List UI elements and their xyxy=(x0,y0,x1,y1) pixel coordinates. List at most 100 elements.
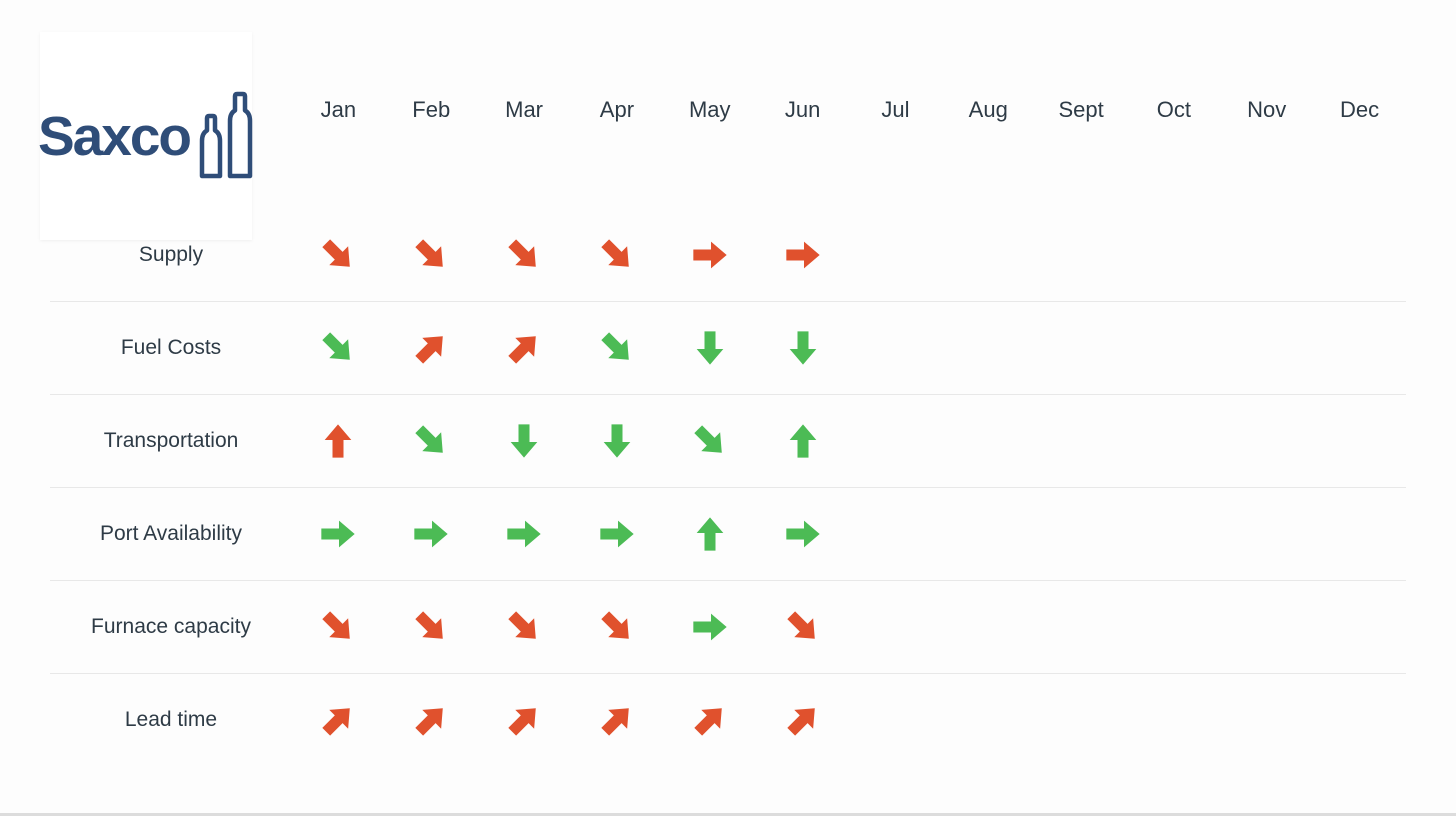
trend-cell-furnace-capacity-mar xyxy=(478,581,571,673)
row-label-port-availability: Port Availability xyxy=(99,522,243,545)
up-right-arrow-icon xyxy=(786,708,815,736)
trend-cell-lead-time-apr xyxy=(571,674,664,766)
trend-cell-transportation-feb xyxy=(385,395,478,487)
down-arrow-icon xyxy=(789,331,816,365)
down-arrow-icon xyxy=(510,424,538,458)
month-header-jul: Jul xyxy=(881,96,910,122)
table-row-furnace-capacity: Furnace capacity xyxy=(50,580,1406,673)
trend-cell-furnace-capacity-feb xyxy=(385,581,478,673)
trend-cell-fuel-costs-feb xyxy=(385,302,478,394)
trend-cell-port-availability-mar xyxy=(478,488,571,580)
trend-cell-lead-time-sept xyxy=(1035,674,1128,766)
down-right-arrow-icon xyxy=(322,332,351,360)
trend-cell-port-availability-sept xyxy=(1035,488,1128,580)
trend-cell-lead-time-jan xyxy=(292,674,385,766)
trend-cell-supply-apr xyxy=(571,209,664,301)
table-row-port-availability: Port Availability xyxy=(50,487,1406,580)
up-right-arrow-icon xyxy=(508,336,536,364)
row-label-transportation: Transportation xyxy=(103,429,239,452)
trend-cell-port-availability-aug xyxy=(942,488,1035,580)
down-right-arrow-icon xyxy=(601,332,629,360)
trend-cell-fuel-costs-mar xyxy=(478,302,571,394)
trend-table: Jan Feb Mar Apr May Jun Jul Aug Sept Oct Nov Dec Su… xyxy=(50,0,1406,766)
trend-cell-furnace-capacity-apr xyxy=(571,581,664,673)
trend-cell-furnace-capacity-dec xyxy=(1313,581,1406,673)
up-arrow-icon xyxy=(789,424,816,458)
down-right-arrow-icon xyxy=(508,611,536,639)
table-row-supply: Supply xyxy=(50,209,1406,301)
trend-cell-supply-oct xyxy=(1128,209,1221,301)
table-row-transportation: Transportation xyxy=(50,394,1406,487)
down-right-arrow-icon xyxy=(601,611,629,639)
trend-cell-supply-aug xyxy=(942,209,1035,301)
trend-cell-lead-time-oct xyxy=(1128,674,1221,766)
trend-cell-supply-jul xyxy=(849,209,942,301)
saxco-wordmark: Saxco xyxy=(37,104,192,167)
up-right-arrow-icon xyxy=(322,708,351,736)
trend-cell-lead-time-mar xyxy=(478,674,571,766)
trend-cell-supply-may xyxy=(663,209,756,301)
table-row-lead-time: Lead time xyxy=(50,673,1406,766)
trend-cell-fuel-costs-jun xyxy=(756,302,849,394)
trend-cell-port-availability-jun xyxy=(756,488,849,580)
down-right-arrow-icon xyxy=(601,239,629,267)
right-arrow-icon xyxy=(321,520,356,548)
month-header-jan: Jan xyxy=(320,96,357,122)
month-header-nov: Nov xyxy=(1247,96,1287,122)
month-header-sept: Sept xyxy=(1058,96,1104,122)
trend-cell-fuel-costs-apr xyxy=(571,302,664,394)
down-right-arrow-icon xyxy=(786,611,815,639)
trend-cell-fuel-costs-dec xyxy=(1313,302,1406,394)
trend-cell-furnace-capacity-nov xyxy=(1220,581,1313,673)
right-arrow-icon xyxy=(785,520,820,548)
up-right-arrow-icon xyxy=(415,336,444,364)
trend-cell-transportation-jun xyxy=(756,395,849,487)
trend-cell-transportation-sept xyxy=(1035,395,1128,487)
down-right-arrow-icon xyxy=(322,239,351,267)
up-arrow-icon xyxy=(696,517,724,551)
right-arrow-icon xyxy=(600,520,634,548)
saxco-logo: Saxco xyxy=(37,32,254,240)
trend-cell-furnace-capacity-may xyxy=(663,581,756,673)
trend-cell-supply-dec xyxy=(1313,209,1406,301)
up-right-arrow-icon xyxy=(508,708,536,736)
month-header-oct: Oct xyxy=(1156,96,1192,122)
month-header-jun: Jun xyxy=(784,96,821,122)
trend-table-body: Supply Fuel Costs Transportation Port Av… xyxy=(50,209,1406,766)
trend-cell-port-availability-feb xyxy=(385,488,478,580)
trend-cell-furnace-capacity-sept xyxy=(1035,581,1128,673)
trend-cell-port-availability-nov xyxy=(1220,488,1313,580)
trend-cell-furnace-capacity-oct xyxy=(1128,581,1221,673)
down-right-arrow-icon xyxy=(415,239,444,267)
trend-cell-lead-time-aug xyxy=(942,674,1035,766)
trend-cell-port-availability-apr xyxy=(571,488,664,580)
trend-cell-supply-mar xyxy=(478,209,571,301)
trend-cell-port-availability-jan xyxy=(292,488,385,580)
down-right-arrow-icon xyxy=(322,611,351,639)
trend-cell-transportation-oct xyxy=(1128,395,1221,487)
trend-cell-supply-sept xyxy=(1035,209,1128,301)
bottles-icon xyxy=(196,88,254,185)
down-arrow-icon xyxy=(603,424,631,458)
up-arrow-icon xyxy=(325,424,352,458)
trend-cell-fuel-costs-may xyxy=(663,302,756,394)
trend-cell-transportation-nov xyxy=(1220,395,1313,487)
trend-cell-lead-time-dec xyxy=(1313,674,1406,766)
down-right-arrow-icon xyxy=(508,239,536,267)
right-arrow-icon xyxy=(693,241,727,269)
trend-cell-transportation-aug xyxy=(942,395,1035,487)
trend-cell-fuel-costs-jul xyxy=(849,302,942,394)
right-arrow-icon xyxy=(785,241,820,269)
trend-cell-fuel-costs-aug xyxy=(942,302,1035,394)
row-label-supply: Supply xyxy=(138,243,204,266)
trend-cell-port-availability-jul xyxy=(849,488,942,580)
trend-cell-lead-time-feb xyxy=(385,674,478,766)
table-row-fuel-costs: Fuel Costs xyxy=(50,301,1406,394)
up-right-arrow-icon xyxy=(415,708,444,736)
up-right-arrow-icon xyxy=(694,708,722,736)
month-header-dec: Dec xyxy=(1340,96,1380,122)
up-right-arrow-icon xyxy=(601,708,629,736)
trend-cell-furnace-capacity-aug xyxy=(942,581,1035,673)
trend-cell-fuel-costs-nov xyxy=(1220,302,1313,394)
